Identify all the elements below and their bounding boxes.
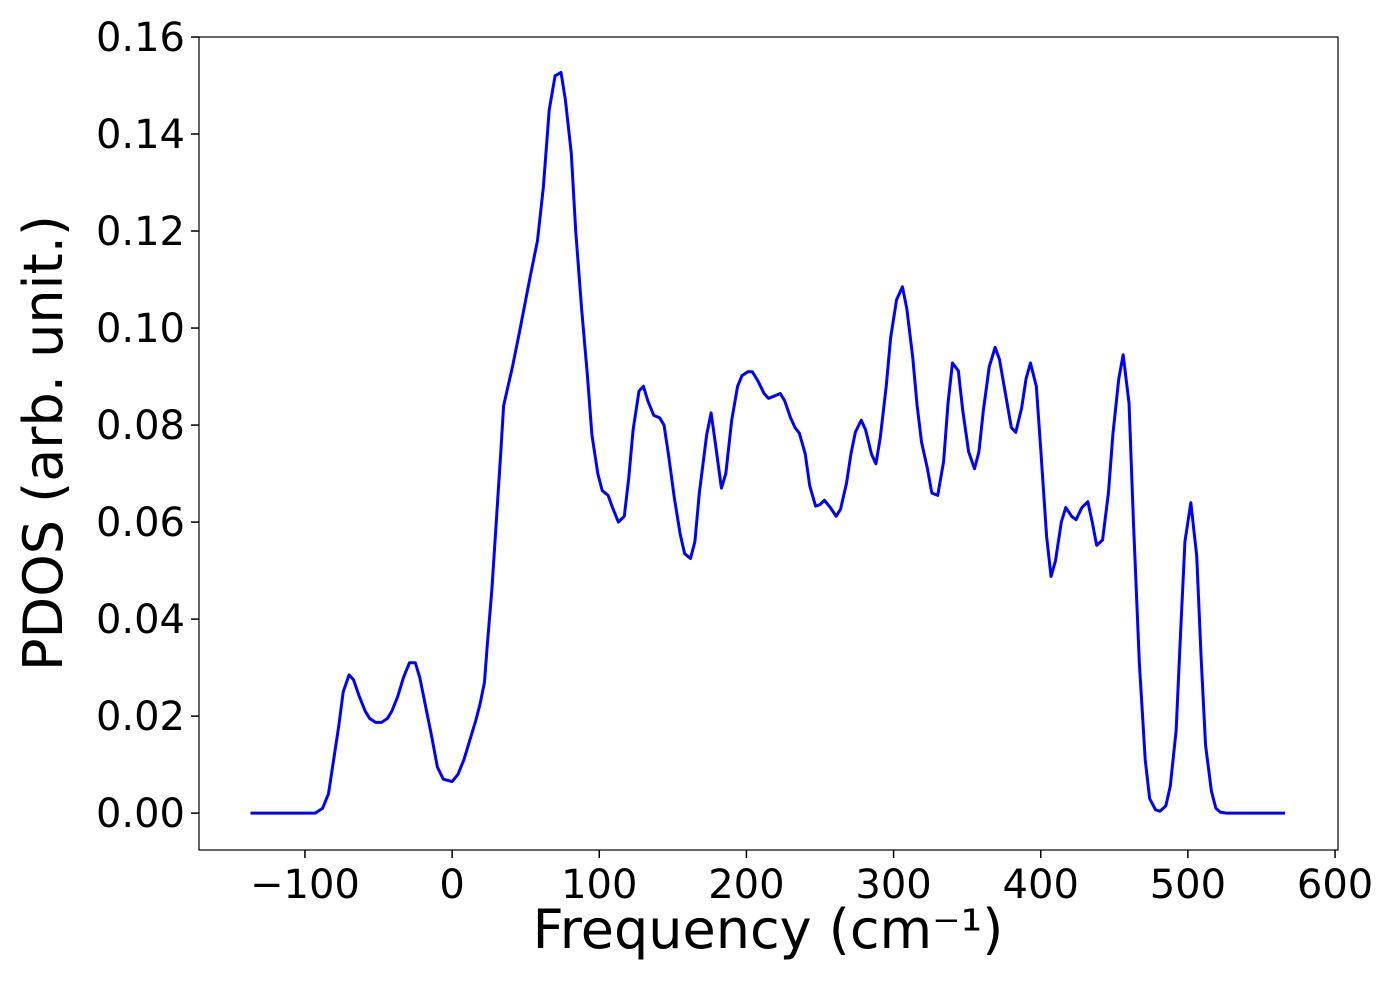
x-tick-label: 200 [708, 862, 784, 908]
y-axis-label: PDOS (arb. unit.) [12, 215, 75, 671]
x-tick-label: 500 [1150, 862, 1226, 908]
y-tick-label: 0.04 [96, 597, 185, 643]
y-tick-label: 0.06 [96, 500, 185, 546]
y-tick-label: 0.14 [96, 112, 185, 158]
x-tick-label: 600 [1297, 862, 1373, 908]
y-tick-label: 0.02 [96, 694, 185, 740]
y-tick-label: 0.10 [96, 306, 185, 352]
x-tick-label: 400 [1003, 862, 1079, 908]
x-tick-label: 300 [855, 862, 931, 908]
x-axis-label: Frequency (cm⁻¹) [533, 898, 1004, 961]
y-tick-label: 0.12 [96, 209, 185, 255]
plot-frame [198, 36, 1339, 851]
data-line [250, 70, 1286, 815]
y-tick-label: 0.16 [96, 15, 185, 61]
x-tick-label: −100 [250, 862, 360, 908]
y-tick-label: 0.00 [96, 791, 185, 837]
y-tick-label: 0.08 [96, 403, 185, 449]
x-tick-label: 100 [561, 862, 637, 908]
x-tick-label: 0 [439, 862, 464, 908]
